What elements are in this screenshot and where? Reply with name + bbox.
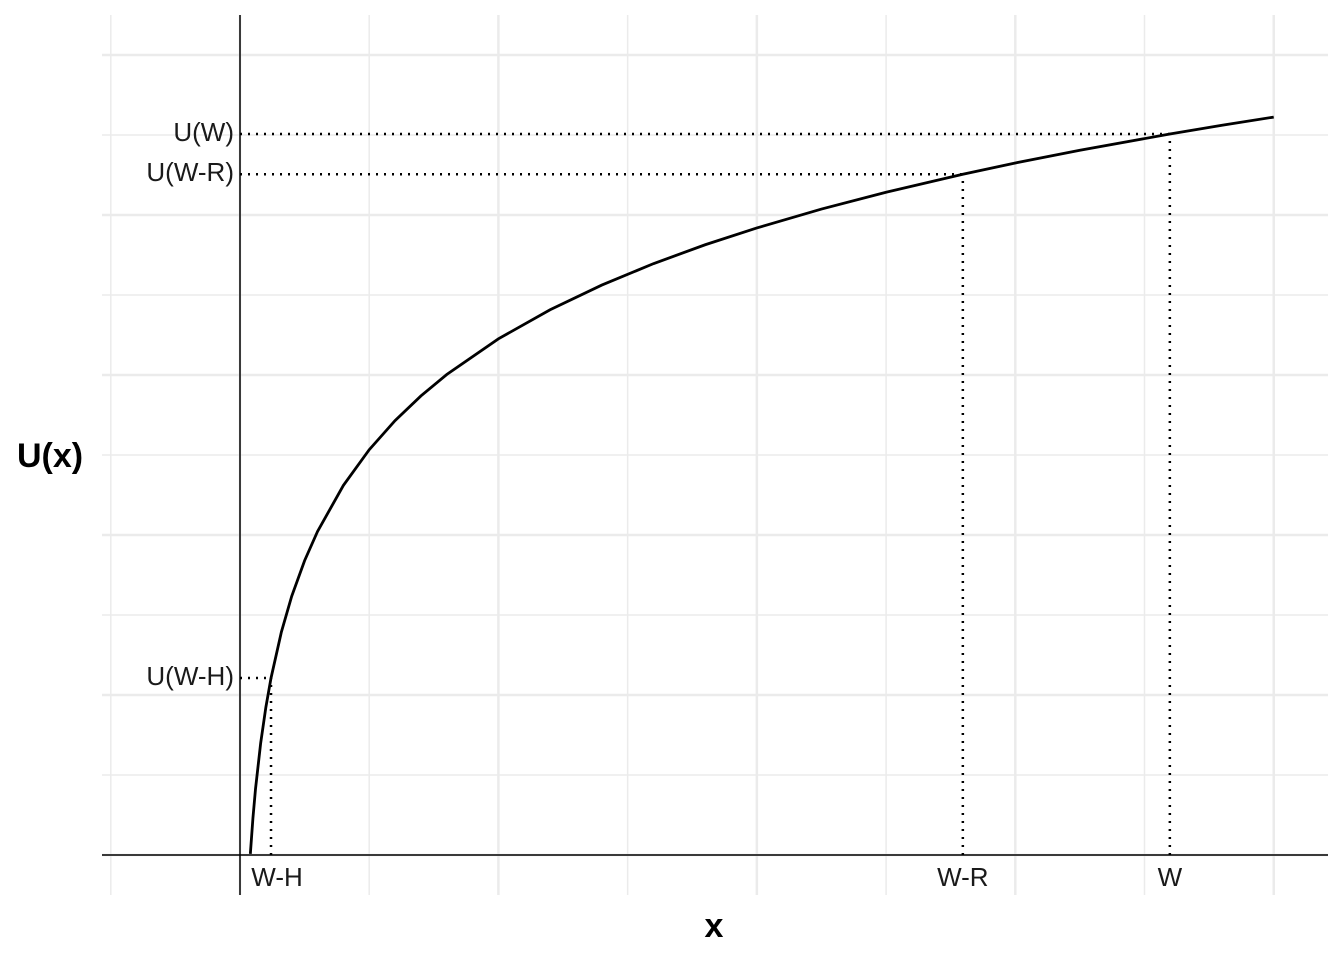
y-axis-label: U(x) xyxy=(17,437,83,475)
y-tick-label: U(W-R) xyxy=(146,157,234,187)
y-tick-label: U(W) xyxy=(173,117,234,147)
x-tick-label: W xyxy=(1158,862,1183,892)
curve xyxy=(248,115,1274,854)
x-tick-label: W-H xyxy=(251,862,303,892)
y-tick-label: U(W-H) xyxy=(146,661,234,691)
x-tick-label: W-R xyxy=(937,862,989,892)
x-axis-label: x xyxy=(705,907,724,945)
